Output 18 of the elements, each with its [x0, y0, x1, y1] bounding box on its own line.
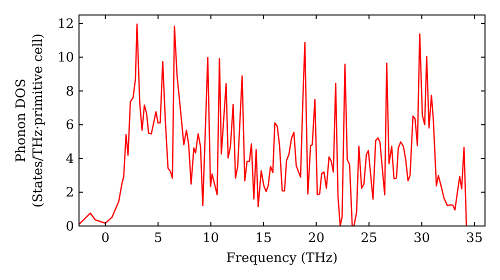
y-axis-title: Phonon DOS (States/THz·primitive cell): [14, 33, 46, 208]
x-tick-label: 15: [255, 231, 272, 246]
x-tick-label: 20: [308, 231, 325, 246]
y-tick-label: 4: [66, 152, 74, 167]
x-tick-label: 0: [101, 231, 110, 246]
y-tick-label: 10: [57, 50, 74, 66]
x-tick-label: 25: [360, 231, 378, 246]
x-tick-label: 10: [202, 231, 220, 246]
y-tick-label: 0: [66, 220, 74, 234]
line-series: [79, 23, 468, 226]
x-tick-label: 30: [413, 231, 430, 246]
x-tick-label: 5: [154, 231, 162, 246]
y-tick-label: 8: [66, 84, 74, 100]
y-tick-label: 6: [66, 118, 74, 134]
y-tick-label: 12: [57, 16, 74, 32]
x-axis-title: Frequency (THz): [226, 251, 338, 266]
x-tick-label: 35: [466, 231, 483, 246]
y-tick-label: 2: [66, 186, 74, 201]
